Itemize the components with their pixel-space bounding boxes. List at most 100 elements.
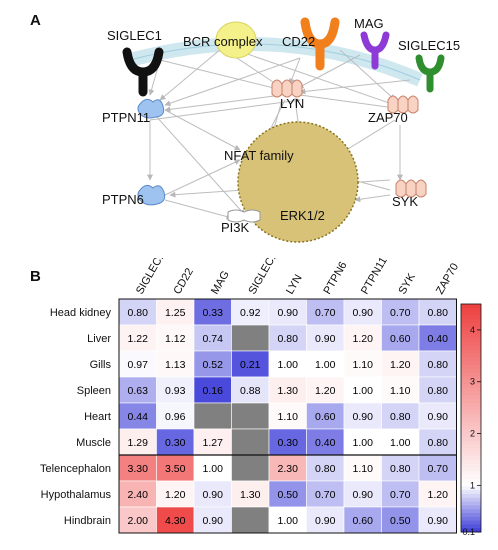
colorbar-segment (461, 456, 481, 461)
cell-value-label: 0.90 (315, 515, 336, 527)
row-label: Gills (90, 359, 112, 371)
cell-value-label: 0.40 (428, 333, 449, 345)
cell-value-label: 2.30 (278, 463, 299, 475)
heatmap-cell (231, 480, 270, 508)
heatmap-cell (418, 506, 457, 534)
heatmap-cell (381, 376, 420, 404)
heatmap-frame (118, 298, 457, 534)
cell-value-label: 0.80 (128, 307, 149, 319)
colorbar-segment (461, 448, 481, 453)
cell-value-label: 1.13 (165, 359, 186, 371)
cell-value-label: 1.20 (390, 359, 411, 371)
heatmap-cell (381, 402, 420, 430)
colorbar-segment (461, 520, 481, 525)
heatmap-cell (343, 350, 382, 378)
membrane-arc-line (129, 43, 421, 81)
colorbar-segment (461, 482, 481, 487)
cell-value-label: 0.21 (240, 359, 261, 371)
cell-value-label: 1.22 (128, 333, 149, 345)
cell-value-label: 1.20 (353, 333, 374, 345)
heatmap-cell (231, 324, 270, 352)
heatmap-cell (231, 298, 270, 326)
heatmap-border (118, 298, 457, 534)
cell-value-label: 0.50 (278, 489, 299, 501)
cell-value-label: 1.10 (353, 359, 374, 371)
heatmap-cell (156, 376, 195, 404)
heatmap-cell (306, 324, 345, 352)
cell-value-label: 1.00 (353, 385, 374, 397)
heatmap-cell (156, 454, 195, 482)
colorbar-border (460, 303, 482, 533)
row-label: Hindbrain (64, 515, 111, 527)
heatmap-cell (343, 298, 382, 326)
colorbar-segment (461, 307, 481, 313)
heatmap-cell (193, 298, 232, 326)
heatmap-cell (268, 480, 307, 508)
cd22-label: CD22 (282, 34, 315, 49)
row-label: Telencephalon (40, 463, 111, 475)
nfat-erk-complex (237, 121, 359, 243)
heatmap-cell (343, 402, 382, 430)
cell-value-label: 0.80 (390, 411, 411, 423)
cell-value-label: 3.50 (165, 463, 186, 475)
heatmap-cell (193, 480, 232, 508)
colorbar-segment (461, 440, 481, 446)
colorbar-segment (461, 334, 481, 339)
heatmap-cell (343, 376, 382, 404)
cell-value-label: 2.00 (128, 515, 149, 527)
colorbar-segment (461, 501, 481, 506)
heatmap-cell (306, 506, 345, 534)
column-label: SIGLEC1 (134, 258, 168, 297)
cell-value-label: 1.12 (165, 333, 186, 345)
colorbar-segment (461, 330, 481, 335)
heatmap-cell (381, 324, 420, 352)
pi3k-label: PI3K (221, 220, 250, 235)
cell-value-label: 0.70 (315, 307, 336, 319)
cell-value-label: 0.90 (353, 489, 374, 501)
heatmap-cell (306, 454, 345, 482)
colorbar-segment (461, 478, 481, 484)
colorbar-segment (461, 513, 481, 518)
panel-b-label: B (30, 268, 41, 285)
column-label: CD22 (171, 266, 195, 296)
colorbar-segment (461, 323, 481, 328)
heatmap-cell (231, 350, 270, 378)
siglec1-receptor-icon (122, 47, 164, 97)
pi3k-icon (227, 209, 261, 223)
colorbar-segment (461, 315, 481, 320)
cell-value-label: 0.90 (203, 489, 224, 501)
cell-value-label: 0.90 (315, 333, 336, 345)
colorbar-segment (461, 497, 481, 503)
colorbar-segment (461, 357, 481, 362)
cell-value-label: 0.80 (315, 463, 336, 475)
cell-value-label: 0.80 (428, 437, 449, 449)
heatmap-cell (156, 298, 195, 326)
colorbar-segment (461, 414, 481, 419)
colorbar-segment (461, 410, 481, 415)
heatmap-cell (118, 480, 157, 508)
siglec15-label: SIGLEC15 (398, 38, 460, 53)
heatmap-cell (193, 454, 232, 482)
colorbar-segment (461, 311, 481, 316)
colorbar-tick-label: 4 (470, 325, 475, 335)
heatmap-cell (268, 428, 307, 456)
colorbar-segment (461, 353, 481, 358)
heatmap-cell (156, 324, 195, 352)
colorbar-segment (461, 361, 481, 366)
row-label: Liver (87, 333, 111, 345)
cell-value-label: 0.44 (128, 411, 149, 423)
cell-value-label: 0.60 (353, 515, 374, 527)
colorbar-segment (461, 364, 481, 370)
cell-value-label: 1.00 (390, 437, 411, 449)
heatmap-cell (118, 376, 157, 404)
syk-kinase-icon (395, 179, 427, 198)
cell-value-label: 0.80 (428, 359, 449, 371)
cell-value-label: 1.20 (428, 489, 449, 501)
heatmap-cell (381, 428, 420, 456)
cell-value-label: 1.27 (203, 437, 224, 449)
colorbar-tick-label: 0.1 (462, 527, 475, 537)
heatmap-cell (343, 324, 382, 352)
cell-value-label: 0.80 (390, 463, 411, 475)
ptpn11-label: PTPN11 (102, 110, 150, 125)
heatmap-colorbar: 4 3 2 1 0.1 (460, 303, 482, 537)
